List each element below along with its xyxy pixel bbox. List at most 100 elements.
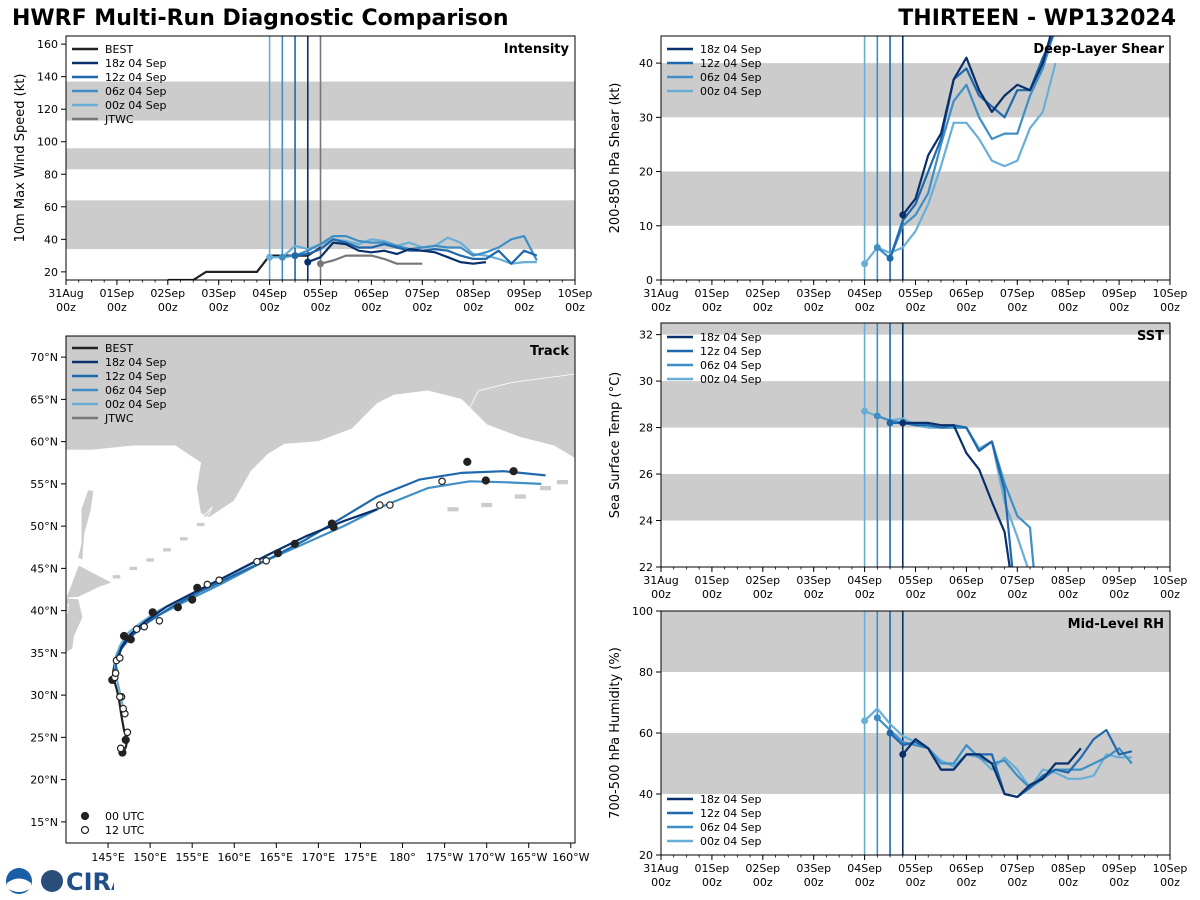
x-tick-label-hour: 00z xyxy=(702,876,722,889)
y-tick-label: 0 xyxy=(646,274,653,287)
y-tick-label: 40 xyxy=(639,57,653,70)
y-tick-label: 40 xyxy=(44,233,58,246)
x-tick-label-date: 04Sep xyxy=(847,287,882,300)
cira-emblem xyxy=(41,870,63,892)
y-axis-label: 200-850 hPa Shear (kt) xyxy=(608,83,623,234)
x-tick-label-date: 10Sep xyxy=(1153,287,1188,300)
series-line-r18 xyxy=(901,36,1052,216)
legend-label-r00: 00z 04 Sep xyxy=(700,85,762,98)
lon-tick-label: 180° xyxy=(389,851,416,864)
legend-label-r00: 00z 04 Sep xyxy=(700,835,762,848)
track-fix-00utc xyxy=(193,583,202,592)
x-tick-label-hour: 00z xyxy=(804,876,824,889)
landmass-sakhalin xyxy=(77,489,95,561)
x-tick-label-date: 05Sep xyxy=(303,287,338,300)
legend-label-r12: 12z 04 Sep xyxy=(105,370,167,383)
legend-label-r12: 12z 04 Sep xyxy=(105,71,167,84)
landmass-kuril-island xyxy=(145,557,155,563)
series-line-r06 xyxy=(876,717,1133,790)
chart-title: SST xyxy=(1137,329,1164,344)
x-tick-label-hour: 00z xyxy=(957,876,977,889)
track-line-r00 xyxy=(113,558,260,714)
x-tick-label-hour: 00z xyxy=(1160,876,1180,889)
legend-label-r18: 18z 04 Sep xyxy=(105,57,167,70)
x-tick-label-date: 01Sep xyxy=(695,287,730,300)
x-tick-label-date: 09Sep xyxy=(1102,287,1137,300)
threshold-band xyxy=(661,63,1170,118)
series-line-r00 xyxy=(863,707,1132,790)
x-tick-label-hour: 00z xyxy=(1058,301,1078,314)
landmass-hokkaido xyxy=(66,564,114,599)
landmass-aleutian-island xyxy=(480,502,494,508)
legend-label-best: BEST xyxy=(105,342,133,355)
x-tick-label-hour: 00z xyxy=(1160,588,1180,601)
series-group-shear xyxy=(861,36,1057,268)
x-tick-label-date: 07Sep xyxy=(1000,574,1035,587)
x-tick-label-hour: 00z xyxy=(1109,301,1129,314)
series-start-marker-r06 xyxy=(873,412,881,420)
y-tick-label: 22 xyxy=(639,561,653,574)
y-tick-label: 60 xyxy=(639,727,653,740)
series-line-jtwc xyxy=(320,254,423,265)
y-tick-label: 20 xyxy=(44,266,58,279)
x-tick-label-date: 10Sep xyxy=(1153,574,1188,587)
track-fix-12utc xyxy=(386,501,394,509)
lat-tick-label: 40°N xyxy=(30,605,58,618)
track-fix-12utc xyxy=(116,693,124,701)
track-fix-12utc xyxy=(116,654,124,662)
plot-frame xyxy=(65,335,576,844)
lon-tick-label: 165°W xyxy=(510,851,547,864)
lat-tick-label: 70°N xyxy=(30,351,58,364)
x-tick-label-hour: 00z xyxy=(753,301,773,314)
chart-sst: 31Aug00z01Sep00z02Sep00z03Sep00z04Sep00z… xyxy=(608,322,1188,601)
x-tick-label-date: 07Sep xyxy=(405,287,440,300)
cira-logo: CIRA xyxy=(6,868,114,896)
x-tick-label-date: 31Aug xyxy=(48,287,83,300)
track-fix-12utc xyxy=(215,576,223,585)
y-tick-label: 26 xyxy=(639,468,653,481)
y-tick-label: 80 xyxy=(639,666,653,679)
x-tick-label-date: 09Sep xyxy=(507,287,542,300)
marker-legend-label: 00 UTC xyxy=(105,810,145,823)
x-tick-label-hour: 00z xyxy=(651,301,671,314)
track-fix-12utc xyxy=(253,557,261,566)
x-tick-label-date: 07Sep xyxy=(1000,287,1035,300)
lon-tick-label: 160°E xyxy=(218,851,251,864)
legend-label-r06: 06z 04 Sep xyxy=(105,85,167,98)
legend-label-r12: 12z 04 Sep xyxy=(700,57,762,70)
marker-legend-label: 12 UTC xyxy=(105,824,145,837)
legend-label-r06: 06z 04 Sep xyxy=(700,821,762,834)
track-fix-12utc xyxy=(119,704,128,713)
x-tick-label-hour: 00z xyxy=(1109,588,1129,601)
x-tick-label-hour: 00z xyxy=(906,301,926,314)
x-tick-label-date: 08Sep xyxy=(456,287,491,300)
legend-label-jtwc: JTWC xyxy=(104,412,134,425)
track-line-r18 xyxy=(117,508,378,659)
track-fix-00utc xyxy=(509,467,518,476)
x-tick-label-date: 07Sep xyxy=(1000,862,1035,875)
series-start-marker-r06 xyxy=(278,253,286,261)
y-tick-label: 60 xyxy=(44,201,58,214)
legend-label-r18: 18z 04 Sep xyxy=(700,793,762,806)
series-start-marker-r18 xyxy=(899,419,907,427)
land-group xyxy=(66,336,575,654)
series-start-marker-r18 xyxy=(899,750,907,758)
legend-label-r06: 06z 04 Sep xyxy=(105,384,167,397)
track-fix-00utc xyxy=(290,539,299,548)
track-fix-12utc xyxy=(111,669,120,677)
x-tick-label-hour: 00z xyxy=(362,301,382,314)
x-tick-label-hour: 00z xyxy=(957,588,977,601)
x-tick-label-date: 31Aug xyxy=(643,574,678,587)
legend-label-r18: 18z 04 Sep xyxy=(700,331,762,344)
lat-tick-label: 30°N xyxy=(30,689,58,702)
lat-tick-label: 35°N xyxy=(30,647,58,660)
legend-label-r00: 00z 04 Sep xyxy=(105,398,167,411)
series-group-rh xyxy=(861,707,1133,799)
landmass-aleutian-island xyxy=(446,506,460,513)
y-tick-label: 30 xyxy=(639,375,653,388)
track-fix-12utc xyxy=(376,501,384,509)
chart-rh: 31Aug00z01Sep00z02Sep00z03Sep00z04Sep00z… xyxy=(608,605,1187,889)
y-tick-label: 20 xyxy=(639,849,653,862)
landmass-kuril-island xyxy=(111,574,122,580)
x-tick-label-hour: 00z xyxy=(753,588,773,601)
